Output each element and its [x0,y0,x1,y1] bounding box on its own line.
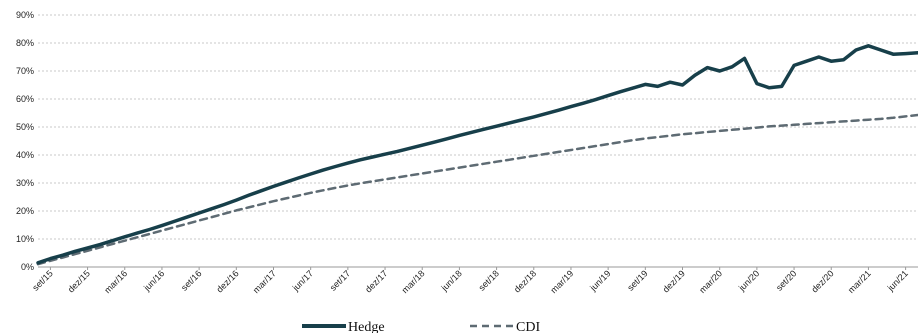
x-axis-tick-labels: set/15 dez/15 mar/16 jun/16 set/16 dez/16 mar/… [30,267,910,295]
x-tick-label: set/15 [30,268,54,292]
x-tick-label: jun/19 [587,268,612,293]
x-tick-label: dez/15 [66,268,92,294]
legend: Hedge CDI [302,320,540,333]
grid-lines [38,14,918,240]
x-tick-label: set/16 [179,268,203,292]
x-tick-label: set/17 [328,268,352,292]
series-line-cdi [36,113,918,266]
x-tick-label: set/20 [774,268,798,292]
x-tick-label: dez/19 [661,268,687,294]
x-tick-label: set/18 [477,268,501,292]
x-tick-label: mar/19 [548,268,575,295]
x-tick-label: set/19 [625,268,649,292]
y-tick-label: 30% [16,178,34,188]
x-tick-label: mar/18 [400,268,427,295]
x-tick-label: jun/21 [885,268,910,293]
x-tick-label: jun/17 [290,268,315,293]
x-tick-label: jun/20 [736,268,761,293]
legend-label-cdi: CDI [516,320,540,333]
y-tick-label: 80% [16,38,34,48]
y-tick-label: 90% [16,10,34,20]
y-tick-label: 50% [16,122,34,132]
x-tick-label: dez/20 [809,268,835,294]
x-tick-label: jun/16 [141,268,166,293]
x-tick-label: jun/18 [439,268,464,293]
x-tick-label: dez/18 [512,268,538,294]
legend-label-hedge: Hedge [348,320,385,333]
y-tick-label: 70% [16,66,34,76]
y-tick-label: 20% [16,206,34,216]
x-tick-label: mar/16 [102,268,129,295]
x-tick-label: dez/16 [215,268,241,294]
y-axis-tick-labels: 0% 10% 20% 30% 40% 50% 60% 70% 80% 90% [16,10,34,272]
y-tick-label: 10% [16,234,34,244]
series-lines [36,44,918,266]
y-tick-label: 0% [21,262,34,272]
y-tick-label: 60% [16,94,34,104]
x-tick-label: mar/21 [846,268,873,295]
x-tick-label: mar/17 [251,268,278,295]
x-tick-label: mar/20 [697,268,724,295]
y-tick-label: 40% [16,150,34,160]
x-tick-label: dez/17 [363,268,389,294]
series-line-hedge [36,44,918,265]
